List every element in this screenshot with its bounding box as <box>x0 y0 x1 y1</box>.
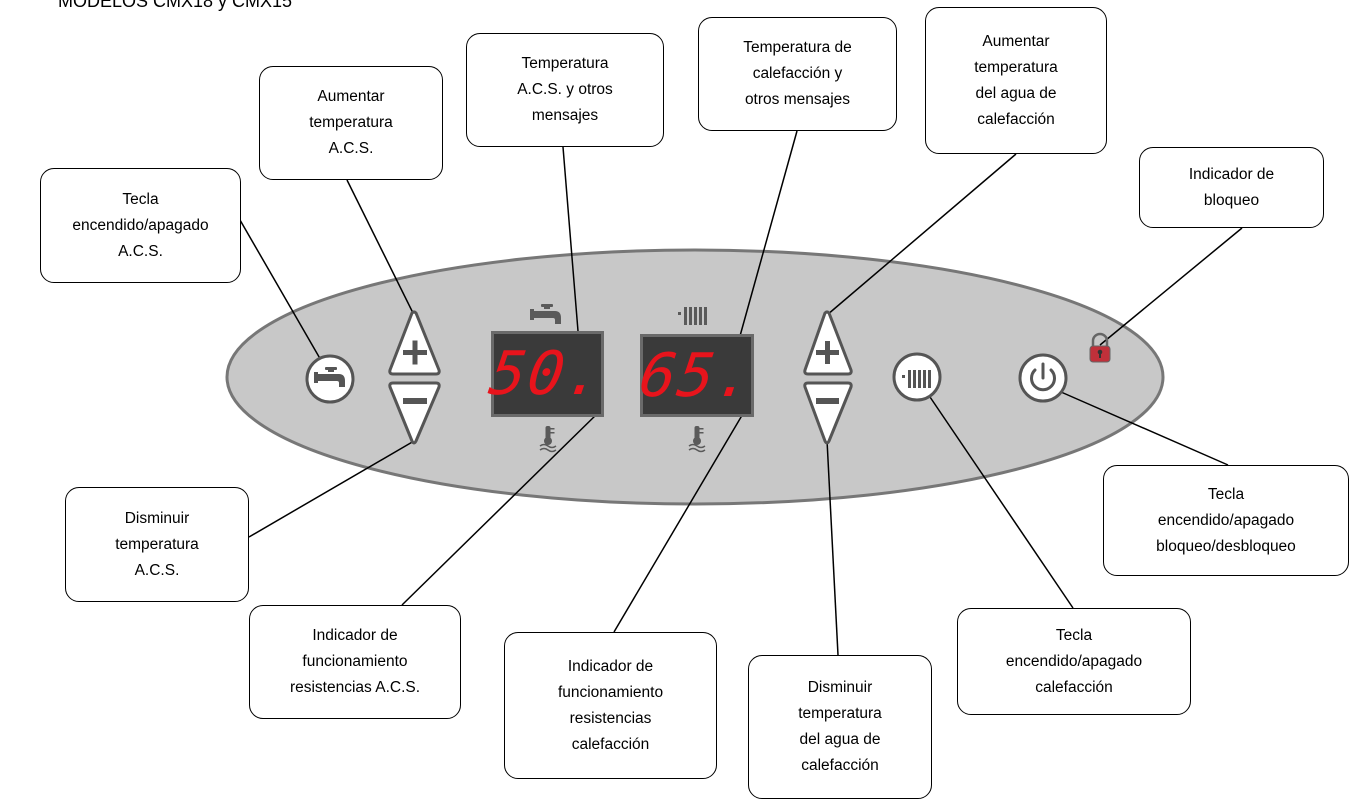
callout-resistencias-calefaccion: Indicador de funcionamiento resistencias… <box>504 632 717 779</box>
tap-power-button[interactable] <box>305 354 355 404</box>
callout-temperatura-acs-mensajes: Temperatura A.C.S. y otros mensajes <box>466 33 664 147</box>
callout-resistencias-acs: Indicador de funcionamiento resistencias… <box>249 605 461 719</box>
callout-disminuir-calefaccion: Disminuir temperatura del agua de calefa… <box>748 655 932 799</box>
power-icon <box>1030 362 1056 392</box>
callout-disminuir-acs: Disminuir temperatura A.C.S. <box>65 487 249 602</box>
leader-lines <box>239 130 1243 656</box>
padlock-icon <box>1089 332 1111 363</box>
callout-indicador-bloqueo: Indicador de bloqueo <box>1139 147 1324 228</box>
callout-tecla-bloqueo: Tecla encendido/apagado bloqueo/desbloqu… <box>1103 465 1349 576</box>
heating-increase-button[interactable] <box>803 310 853 376</box>
callout-temperatura-calefaccion-mensajes: Temperatura de calefacción y otros mensa… <box>698 17 897 131</box>
callout-aumentar-calefaccion: Aumentar temperatura del agua de calefac… <box>925 7 1107 154</box>
callout-tecla-calefaccion: Tecla encendido/apagado calefacción <box>957 608 1191 715</box>
heating-temperature-display: 65. <box>635 334 759 417</box>
acs-temperature-value: 50. <box>485 339 610 409</box>
page-title: MODELOS CMX18 y CMX15 <box>58 0 293 11</box>
acs-temperature-display: 50. <box>485 331 610 417</box>
power-lock-button[interactable] <box>1018 353 1068 403</box>
heating-decrease-button[interactable] <box>803 381 853 445</box>
callout-aumentar-acs: Aumentar temperatura A.C.S. <box>259 66 443 180</box>
acs-decrease-button[interactable] <box>388 381 441 445</box>
heating-power-button[interactable] <box>892 352 942 402</box>
acs-increase-button[interactable] <box>388 310 441 376</box>
callout-tecla-acs: Tecla encendido/apagado A.C.S. <box>40 168 241 283</box>
heating-temperature-value: 65. <box>634 340 760 411</box>
